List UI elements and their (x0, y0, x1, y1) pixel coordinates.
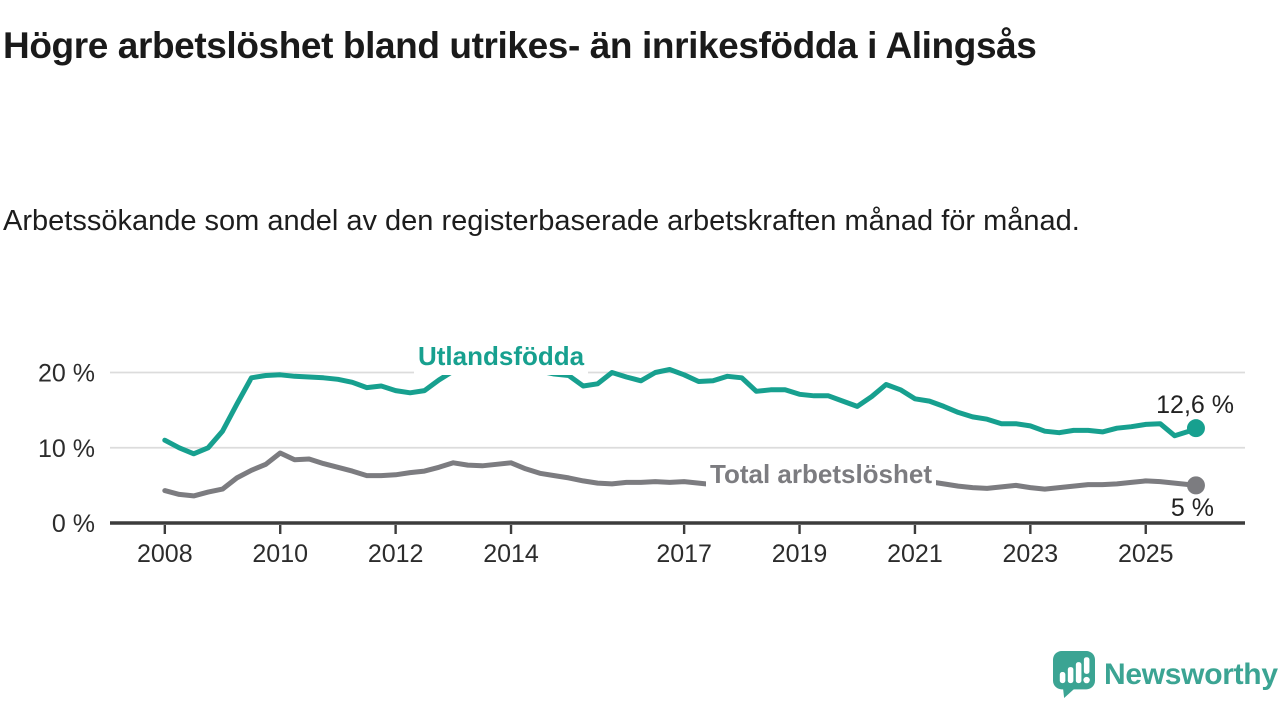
series-label-utlandsfodda: Utlandsfödda (414, 338, 589, 375)
end-dot-total-arbetsloshet (1186, 476, 1205, 495)
end-value-label-utlandsfodda: 12,6 % (1156, 391, 1234, 419)
y-axis-tick-label: 20 % (38, 360, 95, 388)
newsworthy-logo-icon (1053, 651, 1095, 698)
x-axis-tick-label: 2019 (772, 540, 828, 568)
x-axis-tick-label: 2010 (252, 540, 308, 568)
x-axis-tick-label: 2025 (1118, 540, 1174, 568)
line-total-arbetsloshet (162, 450, 1199, 499)
chart-subtitle: Arbetssökande som andel av den registerb… (3, 205, 1080, 237)
end-value-label-total-arbetsloshet: 5 % (1170, 494, 1214, 522)
y-axis-tick-label: 10 % (38, 435, 95, 463)
x-axis-tick-label: 2012 (368, 540, 424, 568)
series-label-total-arbetsloshet: Total arbetslöshet (706, 456, 937, 493)
x-axis-tick-label: 2023 (1003, 540, 1059, 568)
x-axis-tick-label: 2017 (656, 540, 712, 568)
y-axis-tick-label: 0 % (52, 510, 95, 538)
chart-title: Högre arbetslöshet bland utrikes- än inr… (3, 25, 1037, 66)
x-axis-tick-label: 2008 (137, 540, 193, 568)
x-axis-tick-label: 2021 (887, 540, 943, 568)
newsworthy-logo: Newsworthy (1053, 651, 1278, 698)
x-axis-tick-label: 2014 (483, 540, 539, 568)
line-utlandsfodda (162, 367, 1199, 457)
newsworthy-logo-text: Newsworthy (1104, 657, 1278, 691)
end-dot-utlandsfodda (1186, 419, 1205, 438)
